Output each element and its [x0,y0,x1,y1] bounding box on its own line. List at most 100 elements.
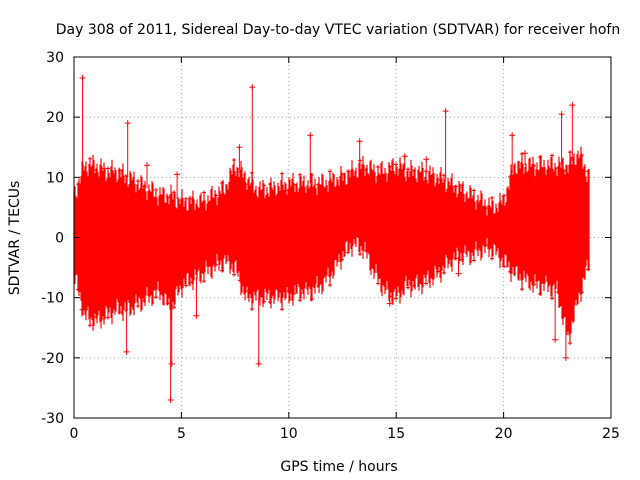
spike-point [193,312,200,319]
data-point [292,182,296,187]
data-point [424,281,428,286]
data-point [280,171,284,176]
data-point [262,299,266,304]
spike-point [123,348,130,355]
data-point [196,267,200,272]
data-point [244,288,248,293]
spike-point [509,132,516,139]
y-tick-label: 30 [46,50,64,66]
data-point [376,164,380,169]
data-point [394,162,398,167]
x-tick-label: 20 [495,426,513,442]
data-point [568,150,572,155]
data-point [118,310,122,315]
spike-point [174,171,181,178]
data-point [202,190,206,195]
spike-point [124,120,131,127]
x-axis-label: GPS time / hours [280,459,397,475]
data-point [232,272,236,277]
spike-point [79,75,86,82]
data-point [100,316,104,321]
data-point [406,167,410,172]
data-point [358,252,362,257]
data-point [580,153,584,158]
data-point [454,256,458,261]
x-tick-label: 5 [177,426,186,442]
spike-point [255,360,262,367]
data-point [88,323,92,328]
data-point [106,315,110,320]
data-point [262,183,266,188]
data-point [502,193,506,198]
data-point [436,177,440,182]
spike-point [401,153,408,160]
spike-point [249,84,256,91]
axis-ticks: 0 5 10 15 20 25 -30 -20 -10 0 10 20 30 [41,50,620,442]
data-point [244,182,248,187]
x-tick-label: 15 [387,426,405,442]
spike-point [236,144,243,151]
data-point [550,296,554,301]
data-point [214,193,218,198]
data-point [580,290,584,295]
data-point [328,283,332,288]
spike-point [79,306,86,313]
data-point [310,297,314,302]
y-tick-label: 20 [46,110,64,126]
data-point [376,281,380,286]
data-point [472,258,476,263]
data-point [388,164,392,169]
spike-point [167,396,174,403]
data-point [490,195,494,200]
data-point [436,269,440,274]
y-tick-label: -10 [41,291,64,307]
data-point [232,157,236,162]
spike-point [168,360,175,367]
data-point [184,196,188,201]
data-point [184,283,188,288]
spike-point [442,108,449,115]
spike-point [558,111,565,118]
data-point [520,287,524,292]
y-axis-label: SDTVAR / TECUs [7,181,23,296]
spike-point [569,102,576,109]
data-point [484,206,488,211]
data-point [340,172,344,177]
data-point [148,292,152,297]
data-point [202,279,206,284]
data-point [214,262,218,267]
data-point [172,190,176,195]
data-point [136,179,140,184]
data-point [154,295,158,300]
data-point [106,166,110,171]
spike-point [423,156,430,163]
data-point [328,169,332,174]
y-tick-label: 10 [46,170,64,186]
x-tick-label: 25 [602,426,620,442]
spike-point [356,138,363,145]
spike-point [307,132,314,139]
data-point [298,172,302,177]
data-point [298,298,302,303]
data-point [484,243,488,248]
data-point [550,153,554,158]
data-point [406,285,410,290]
data-point [346,250,350,255]
data-point [442,270,446,275]
data-point [88,156,92,161]
data-point [340,257,344,262]
data-point [490,256,494,261]
data-point [280,307,284,312]
data-point [118,168,122,173]
data-point [250,307,254,312]
data-point [520,152,524,157]
spike-point [455,270,462,277]
chart-title: Day 308 of 2011, Sidereal Day-to-day VTE… [56,22,620,38]
data-point [472,188,476,193]
data-point [454,184,458,189]
data-point [100,166,104,171]
data-point [136,303,140,308]
data-point [394,296,398,301]
data-point [502,264,506,269]
spike-point [562,354,569,361]
